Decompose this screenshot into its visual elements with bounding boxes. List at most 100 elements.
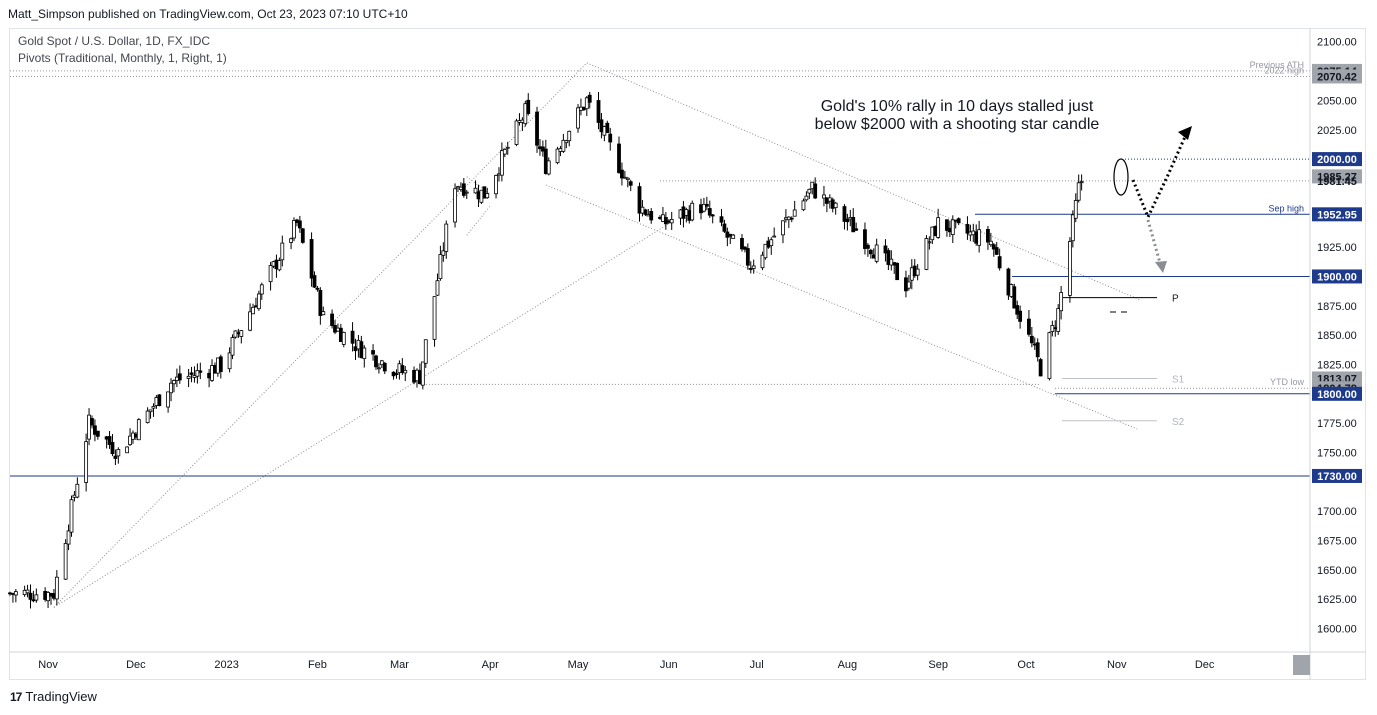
candle-body (394, 373, 399, 375)
bearish-path-arrow (1146, 219, 1162, 264)
candle-body (189, 372, 194, 375)
annotation-line-2: below $2000 with a shooting star candle (814, 116, 1100, 133)
level-side-label: Sep high (1268, 203, 1304, 213)
candle-body (868, 249, 873, 255)
candle-body (90, 418, 94, 426)
candle-body (136, 419, 141, 441)
candle-body (587, 94, 592, 103)
candle-body (172, 380, 176, 385)
candle-body (710, 214, 715, 217)
candle-body (731, 234, 736, 239)
x-tick-label: Dec (1195, 659, 1215, 671)
candle-body (865, 244, 870, 249)
candle-body (608, 133, 613, 143)
candle-body (1015, 305, 1020, 315)
price-badge-label: 1985.27 (1317, 171, 1357, 183)
candle-body (822, 194, 826, 199)
candle-body (1012, 286, 1017, 309)
level-side-label: 2022 high (1264, 65, 1304, 75)
x-tick-label: Dec (126, 659, 146, 671)
candle-body (886, 250, 891, 265)
candle-body (1047, 332, 1052, 379)
time-corner-box (1293, 655, 1310, 675)
publisher-header: Matt_Simpson published on TradingView.co… (8, 7, 408, 21)
bullish-arrowhead-icon (1178, 126, 1192, 140)
price-badge (1312, 468, 1362, 483)
candle-body (950, 219, 955, 235)
candle-body (620, 169, 624, 179)
candle-body (362, 347, 367, 360)
pivot-label: P (1172, 294, 1179, 305)
candle-body (804, 195, 809, 201)
candle-body (994, 247, 999, 255)
candle-body (315, 287, 320, 290)
candle-body (906, 281, 911, 289)
candle-body (485, 193, 490, 199)
candle-body (341, 331, 346, 345)
symbol-legend[interactable]: Gold Spot / U.S. Dollar, 1D, FX_IDC (18, 34, 211, 48)
candle-body (704, 203, 709, 207)
candle-body (482, 186, 487, 199)
candle-body (991, 244, 996, 250)
candle-body (514, 120, 519, 145)
candle-body (166, 391, 171, 408)
candle-body (377, 367, 381, 370)
candle-body (617, 143, 621, 173)
candle-body (95, 430, 100, 437)
candle-body (772, 235, 777, 238)
brand-name: TradingView (25, 689, 97, 704)
candle-body (1076, 182, 1081, 201)
candle-body (256, 293, 261, 310)
trendlines (53, 62, 1141, 608)
candle-body (622, 176, 627, 179)
candle-body (997, 256, 1002, 269)
candle-body (1038, 359, 1043, 377)
x-tick-label: May (568, 659, 589, 671)
candle-body (309, 239, 314, 279)
tradingview-footer[interactable]: 17 TradingView (10, 689, 97, 704)
indicator-legend[interactable]: Pivots (Traditional, Monthly, 1, Right, … (18, 51, 227, 65)
trendline (466, 205, 491, 236)
candle-body (567, 130, 572, 142)
candle-body (230, 337, 235, 356)
x-tick-label: Jul (750, 659, 764, 671)
price-badge-label: 1800.00 (1317, 389, 1357, 401)
candle-body (702, 203, 706, 212)
trendline (466, 176, 491, 195)
candle-body (722, 223, 727, 232)
candle-body (1006, 268, 1011, 296)
y-tick-label: 1850.00 (1317, 330, 1357, 342)
candle-body (555, 148, 560, 164)
candle-body (956, 218, 961, 224)
level-side-label: Previous ATH (1250, 60, 1304, 70)
candle-body (649, 211, 654, 221)
candle-body (502, 148, 507, 155)
candle-body (251, 306, 255, 315)
candle-body (321, 311, 326, 316)
pivot-label: S2 (1172, 417, 1185, 428)
candle-body (277, 260, 282, 271)
candle-body (1027, 318, 1031, 335)
candle-body (157, 394, 162, 407)
candle-body (177, 373, 182, 381)
x-tick-label: Jun (660, 659, 678, 671)
y-tick-label: 1925.00 (1317, 242, 1357, 254)
candle-body (526, 99, 531, 114)
candle-body (988, 240, 993, 246)
candle-body (423, 339, 428, 364)
candle-body (330, 313, 334, 326)
candle-body (1079, 181, 1084, 184)
candle-body (863, 229, 867, 249)
annotation-line-1: Gold's 10% rally in 10 days stalled just (820, 98, 1094, 115)
candle-body (924, 238, 929, 270)
candle-body (379, 360, 384, 366)
candle-body (781, 220, 785, 236)
candle-body (374, 355, 378, 368)
candle-body (300, 228, 305, 243)
y-tick-label: 1750.00 (1317, 447, 1357, 459)
tradingview-logo-icon: 17 (10, 689, 22, 704)
price-badge-label: 2000.00 (1317, 154, 1357, 166)
candle-body (760, 254, 765, 269)
candle-body (444, 223, 449, 252)
